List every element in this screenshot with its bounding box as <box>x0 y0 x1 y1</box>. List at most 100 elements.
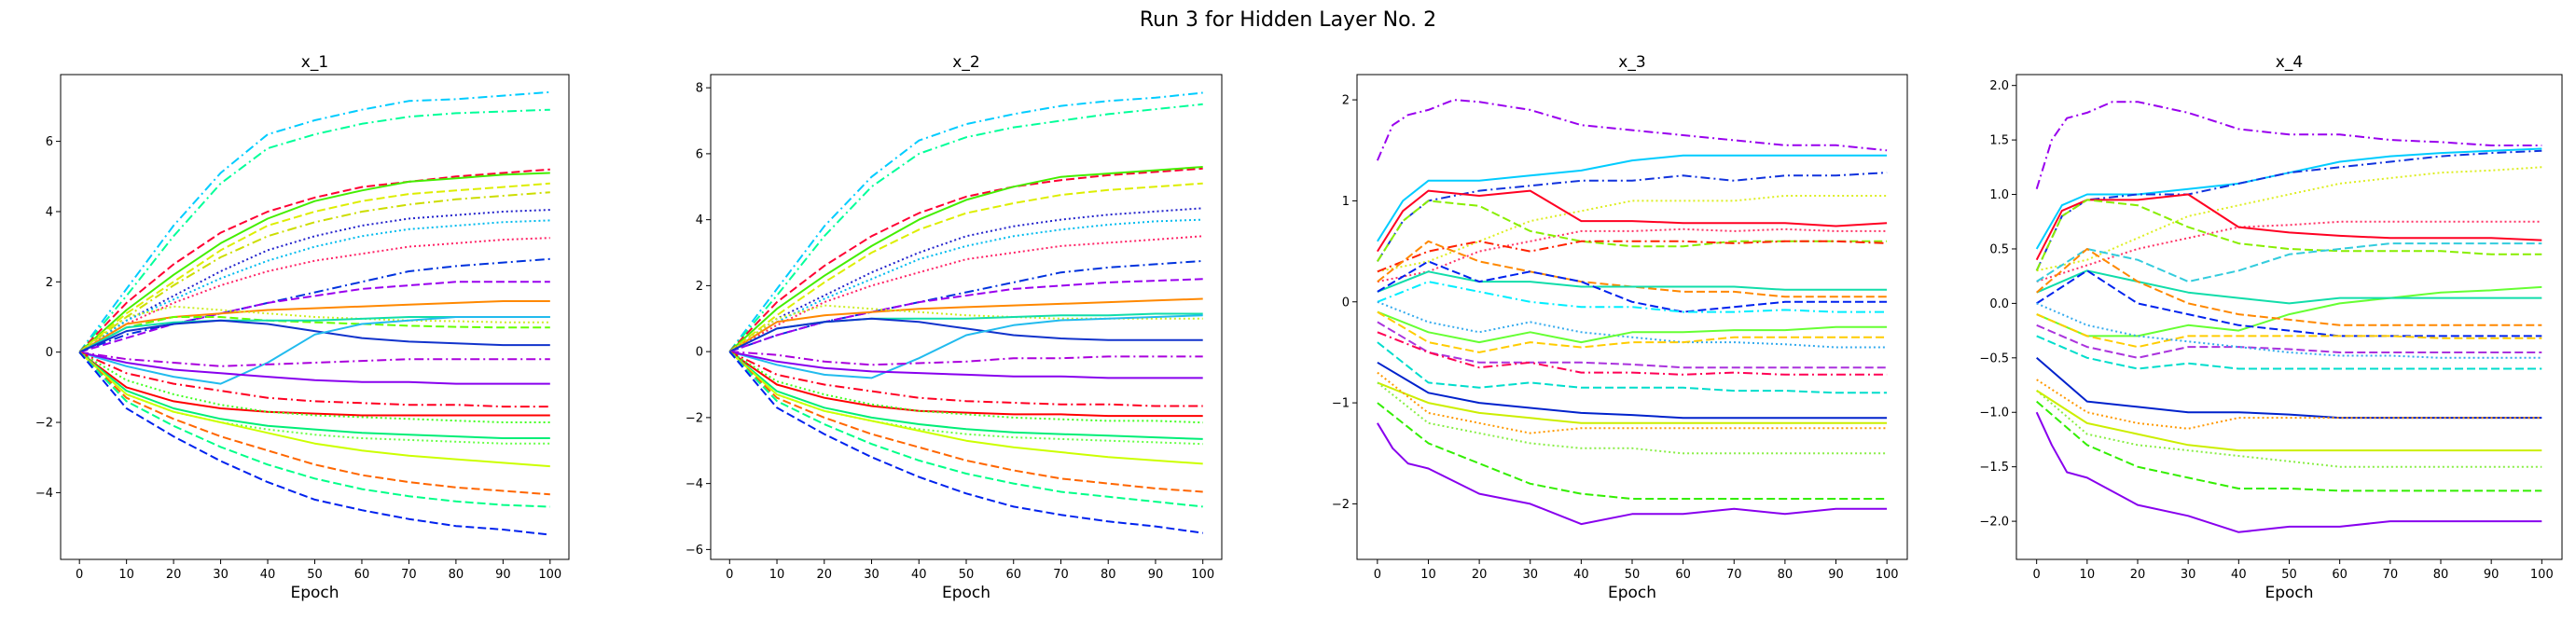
series-line-3 <box>728 167 1203 352</box>
series-line-12 <box>78 300 550 353</box>
x-tick-label: 100 <box>2530 568 2554 582</box>
series-line-5 <box>2036 220 2542 282</box>
y-tick-label: 0 <box>46 346 53 360</box>
series-line-6 <box>78 191 550 353</box>
x-tick-label: 80 <box>449 568 464 582</box>
x-tick-label: 40 <box>1573 568 1589 582</box>
subplot-1: 0 10 20 30 40 50 60 70 80 90 100 −4 −2 0 2 4 6 x_1 Epoch <box>35 53 570 602</box>
y-tick-label: −2 <box>35 417 53 431</box>
y-tick-label: 2 <box>1342 94 1350 108</box>
x-tick-label: 100 <box>1876 568 1899 582</box>
y-tick-label: −6 <box>686 544 703 558</box>
y-tick-label: 6 <box>696 147 703 161</box>
x-tick-label: 20 <box>166 568 182 582</box>
x-tick-label: 10 <box>769 568 785 582</box>
series-line-7 <box>1377 200 1888 262</box>
x-tick-label: 10 <box>118 568 134 582</box>
y-tick-label: 6 <box>46 135 53 149</box>
subplot-title: x_1 <box>301 53 328 72</box>
series-line-25 <box>78 351 550 468</box>
series-line-5 <box>78 182 550 353</box>
series-line-23 <box>728 351 1203 465</box>
series-line-26 <box>78 351 550 496</box>
series-line-16 <box>729 351 1203 366</box>
y-tick-label: 0.5 <box>1989 242 2009 256</box>
x-tick-label: 20 <box>2130 568 2146 582</box>
series-line-17 <box>2036 357 2542 420</box>
y-tick-label: 0 <box>696 346 703 360</box>
figure-suptitle: Run 3 for Hidden Layer No. 2 <box>1140 8 1436 32</box>
series-line-3 <box>1377 172 1888 262</box>
series-line-16 <box>78 319 550 353</box>
series-line-10 <box>78 257 550 353</box>
series-line-18 <box>79 351 550 367</box>
series-line-12 <box>2036 269 2542 338</box>
series-line-23 <box>1377 402 1888 500</box>
series-line-3 <box>78 168 550 353</box>
x-tick-label: 50 <box>2281 568 2297 582</box>
series-line-10 <box>2036 269 2542 305</box>
series-line-10 <box>1377 270 1888 293</box>
series-line-8 <box>1377 240 1888 273</box>
axes-frame <box>2015 74 2563 560</box>
x-tick-label: 40 <box>911 568 927 582</box>
series-line-21 <box>1377 371 1888 434</box>
series-line-2 <box>728 103 1203 352</box>
series-line-22 <box>1377 381 1888 455</box>
y-tick-label: 2.0 <box>1989 79 2009 93</box>
series-line-13 <box>78 305 550 353</box>
series-line-24 <box>728 351 1203 493</box>
x-tick-label: 70 <box>1726 568 1742 582</box>
y-tick-label: 1.5 <box>1989 134 2009 148</box>
x-tick-label: 0 <box>1374 568 1381 582</box>
series-line-21 <box>728 351 1203 440</box>
series-line-8 <box>78 219 550 353</box>
y-tick-label: −2 <box>1332 498 1350 512</box>
series-line-20 <box>78 351 550 408</box>
y-tick-label: −0.5 <box>1979 351 2009 365</box>
y-tick-label: −1.0 <box>1979 406 2009 420</box>
series-line-9 <box>2036 285 2542 338</box>
x-tick-label: 70 <box>2383 568 2399 582</box>
series-line-15 <box>2036 302 2542 359</box>
series-line-2 <box>2035 147 2542 250</box>
series-line-22 <box>728 351 1203 446</box>
series-line-1 <box>2035 101 2542 189</box>
series-line-1 <box>728 91 1203 352</box>
series-line-19 <box>78 351 550 385</box>
series-line-24 <box>78 351 550 445</box>
axes-frame <box>1356 74 1908 560</box>
x-tick-label: 100 <box>538 568 561 582</box>
x-tick-label: 50 <box>959 568 975 582</box>
series-line-11 <box>728 297 1203 352</box>
x-tick-label: 30 <box>864 568 879 582</box>
series-line-14 <box>1377 310 1888 344</box>
series-line-17 <box>729 351 1203 379</box>
y-tick-label: 0.0 <box>1989 297 2009 311</box>
y-tick-label: 8 <box>696 82 703 96</box>
y-tick-label: −4 <box>686 477 703 491</box>
series-line-11 <box>1377 260 1888 313</box>
series-line-26 <box>728 351 1203 534</box>
series-line-2 <box>78 108 550 353</box>
series-line-10 <box>728 278 1203 353</box>
y-tick-label: 4 <box>696 214 703 227</box>
series-line-19 <box>728 351 1203 418</box>
x-tick-label: 40 <box>2231 568 2247 582</box>
x-tick-label: 30 <box>2181 568 2196 582</box>
series-line-22 <box>78 351 550 423</box>
series-line-9 <box>1377 240 1888 298</box>
y-tick-label: 2 <box>46 276 53 290</box>
series-line-9 <box>78 237 550 353</box>
series-line-28 <box>78 351 550 536</box>
series-line-15 <box>729 314 1203 379</box>
x-tick-label: 90 <box>1828 568 1844 582</box>
x-tick-label: 90 <box>1148 568 1164 582</box>
x-tick-label: 20 <box>1472 568 1488 582</box>
series-line-11 <box>2036 248 2542 326</box>
y-tick-label: 1.0 <box>1989 188 2009 202</box>
series-line-7 <box>728 218 1203 352</box>
subplot-title: x_3 <box>1618 53 1645 72</box>
series-line-6 <box>728 207 1203 352</box>
